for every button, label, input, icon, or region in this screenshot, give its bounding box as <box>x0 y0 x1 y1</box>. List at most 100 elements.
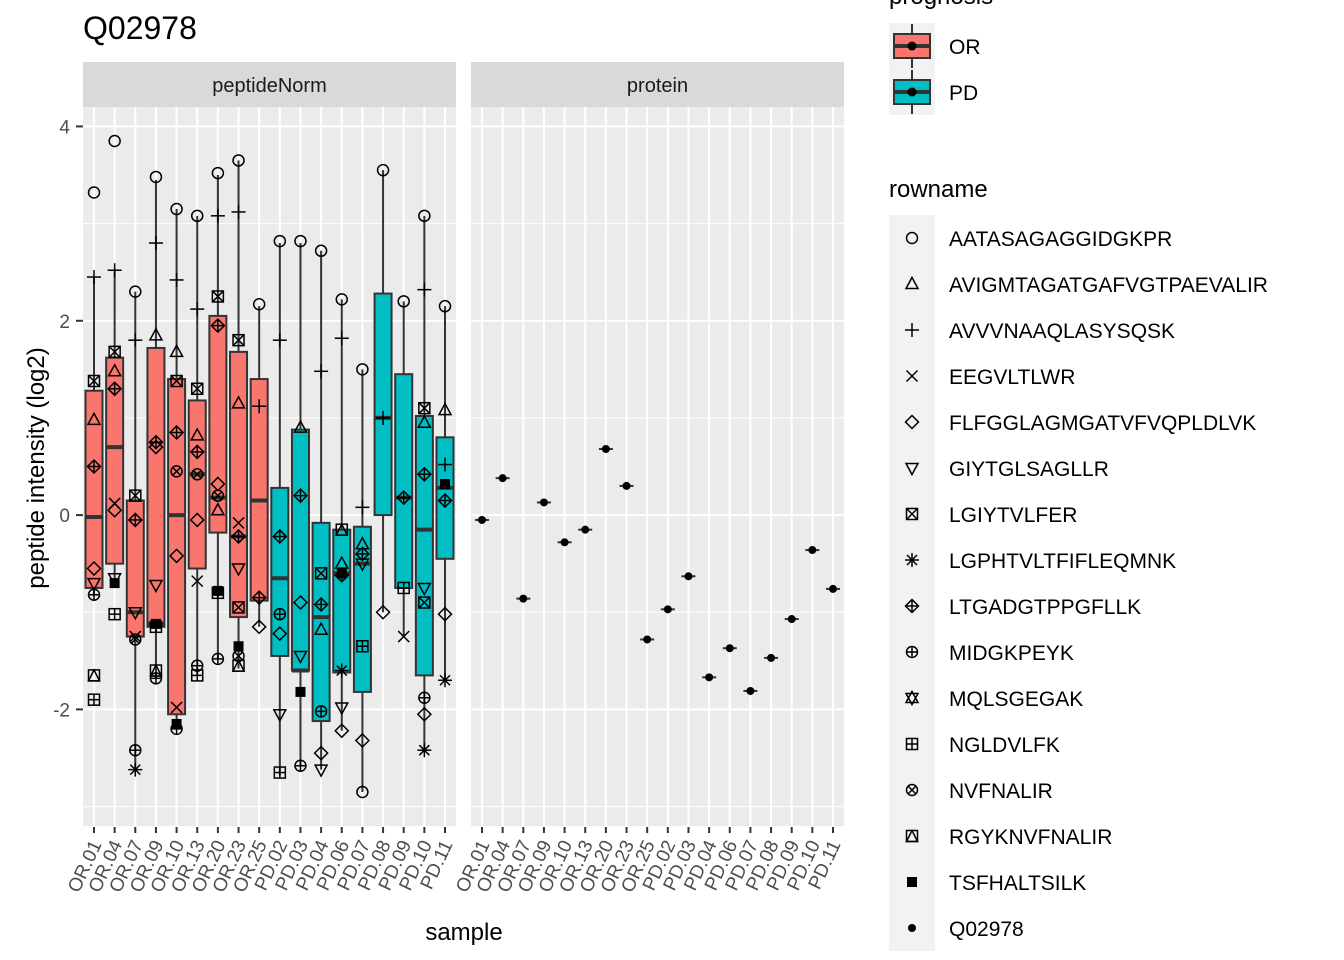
legend-rowname-item-Q02978: Q02978 <box>908 918 1024 941</box>
point-diamond-plus <box>354 546 370 562</box>
point-circle <box>335 293 349 306</box>
legend-rowname-label: NVFNALIR <box>949 780 1053 803</box>
point-triangle <box>231 395 246 409</box>
point-square-cross <box>232 601 245 614</box>
point-square-triangle <box>87 668 101 682</box>
legend-filled-circle-icon <box>908 924 916 932</box>
legend-rowname-keys-bg <box>889 215 935 951</box>
point-diamond <box>272 626 288 642</box>
point-square-triangle <box>231 658 246 672</box>
box-body <box>84 389 104 589</box>
point-filled-square <box>109 578 120 589</box>
point-diamond-plus <box>148 434 164 450</box>
box-body <box>352 525 372 693</box>
legend-prognosis-label: OR <box>949 36 981 59</box>
point-square-plus <box>190 669 204 682</box>
legend-key-dot <box>907 41 917 51</box>
point-circle <box>129 285 142 298</box>
legend-rowname-label: AVVVNAAQLASYSQSK <box>949 320 1175 343</box>
point-square-cross <box>129 489 142 502</box>
box-PD.10 <box>414 215 434 751</box>
point-triangle-down <box>417 582 432 597</box>
panel-background <box>83 107 456 826</box>
x-axis-title: sample <box>425 919 502 946</box>
point-plus <box>252 399 267 414</box>
point-plus <box>190 302 205 317</box>
point-triangle <box>293 419 308 433</box>
legend-triangle-down-icon <box>904 462 920 477</box>
point-circle <box>232 154 245 167</box>
point-square-plus <box>211 586 225 600</box>
point-triangle-down <box>355 558 370 572</box>
point-diamond-plus <box>272 528 288 545</box>
point-circle <box>397 295 410 308</box>
point-triangle-down <box>272 709 288 723</box>
point-diamond <box>292 594 309 611</box>
point-diamond <box>169 548 185 564</box>
box-body <box>270 486 290 657</box>
point-plus <box>417 282 432 297</box>
point-circle <box>149 170 163 184</box>
point-plus <box>148 236 163 251</box>
protein-point-OR.07 <box>516 594 531 603</box>
point-cross <box>232 516 245 529</box>
legend-rowname-label: AVIGMTAGATGAFVGTPAEVALIR <box>949 274 1268 297</box>
legend-rowname-label: MIDGKPEYK <box>949 642 1074 665</box>
legend-rowname-label: LGIYTVLFER <box>949 504 1077 527</box>
point-square-plus <box>108 607 121 621</box>
protein-dot <box>663 605 672 614</box>
point-plus <box>169 272 184 287</box>
protein-dot <box>622 481 631 490</box>
y-tick-label: 0 <box>59 506 70 527</box>
protein-dot <box>581 525 590 534</box>
point-square-cross <box>108 345 121 359</box>
point-triangle <box>86 411 102 426</box>
point-diamond <box>437 606 453 622</box>
point-circle-cross <box>170 465 183 478</box>
point-cross <box>129 630 142 643</box>
legend-key-dot <box>907 87 917 97</box>
protein-point-PD.04 <box>702 673 717 682</box>
point-circle-cross <box>129 633 142 646</box>
legend-rowname-label: FLFGGLAGMGATVFVQPLDLVK <box>949 412 1256 435</box>
point-circle <box>252 297 266 311</box>
facet-strip <box>471 62 844 107</box>
point-circle <box>314 244 328 258</box>
legend-plus-icon <box>905 323 919 337</box>
point-filled-square <box>295 686 306 697</box>
legend-rowname-item-FLFGGLAGMGATVFVQPLDLVK: FLFGGLAGMGATVFVQPLDLVK <box>904 412 1256 435</box>
facet-strip-label: protein <box>627 75 688 97</box>
legend: prognosis OR PD rowname AATASAGAGGIDGKPR AVIG… <box>889 0 1268 951</box>
point-diamond <box>107 502 123 518</box>
protein-dot <box>767 653 776 662</box>
protein-point-PD.07 <box>743 686 758 695</box>
y-axis-title: peptide intensity (log2) <box>23 347 50 588</box>
protein-point-PD.11 <box>826 584 840 593</box>
point-diamond <box>148 439 164 455</box>
legend-rowname-item-MIDGKPEYK: MIDGKPEYK <box>905 642 1074 665</box>
legend-square-plus-icon <box>905 737 919 751</box>
protein-dot <box>560 538 569 547</box>
point-diamond-plus <box>169 424 185 441</box>
legend-diamond-plus-icon <box>904 598 920 614</box>
point-diamond <box>251 619 267 635</box>
point-diamond-plus <box>210 318 226 334</box>
box-body <box>373 292 393 517</box>
protein-dot <box>808 546 817 555</box>
protein-point-PD.08 <box>764 653 779 662</box>
protein-dot <box>746 686 755 695</box>
point-diamond-plus <box>334 567 350 583</box>
legend-rowname-label: LGPHTVLTFIFLEQMNK <box>949 550 1176 573</box>
point-plus <box>334 331 349 346</box>
legend-rowname-label: GIYTGLSAGLLR <box>949 458 1109 481</box>
facet-strip <box>83 62 456 107</box>
point-filled-square <box>440 478 450 489</box>
point-square-cross <box>314 567 328 580</box>
legend-rowname-label: MQLSGEGAK <box>949 688 1083 711</box>
point-plus <box>376 410 391 425</box>
point-diamond <box>334 723 350 739</box>
point-square-plus <box>397 581 410 595</box>
facet-panel-protein: OR.01OR.04OR.07OR.09OR.10OR.13OR.20OR.23… <box>452 62 846 896</box>
facet-panel-peptideNorm: OR.01OR.04OR.07OR.09OR.10OR.13OR.20OR.23… <box>64 62 458 896</box>
box-body <box>146 346 166 628</box>
